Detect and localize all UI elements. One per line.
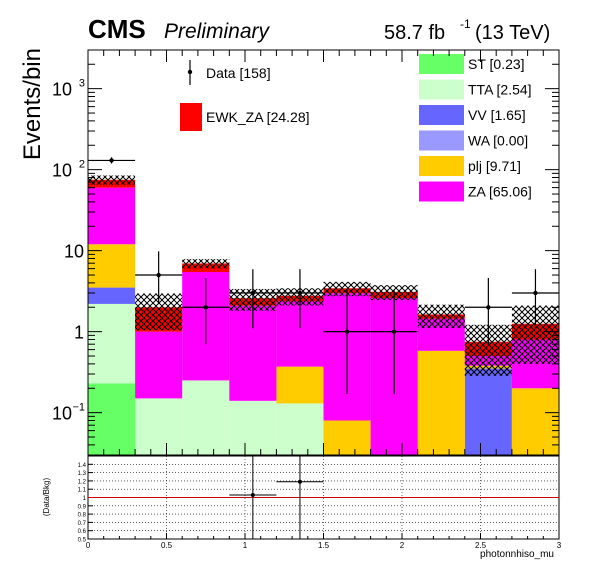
- bar-tta-bin-1: [135, 398, 183, 455]
- data-point-4: [297, 290, 303, 296]
- legend-swatch-vv: [419, 105, 464, 125]
- y-tick-exp-4: 3: [79, 78, 85, 90]
- bar-tta-bin-4: [276, 403, 324, 455]
- bar-tta-bin-0: [88, 303, 136, 384]
- experiment-label: CMS: [88, 14, 146, 44]
- data-point-8: [486, 305, 491, 310]
- bar-plj-bin-9: [511, 388, 559, 455]
- legend-data-marker: [187, 69, 193, 75]
- bar-za-bin-0: [88, 187, 136, 245]
- uncertainty-bin-5: [323, 281, 371, 297]
- ratio-y-label-2: 0.7: [78, 521, 87, 527]
- energy-label: (13 TeV): [475, 22, 550, 44]
- y-axis-title: Events/bin: [19, 48, 46, 160]
- bar-za-bin-1: [135, 331, 183, 399]
- y-tick-label-2: 10: [64, 242, 84, 262]
- legend-swatch-za: [419, 181, 464, 202]
- y-tick-label-0: 10: [52, 404, 72, 424]
- ratio-y-label-6: 1.1: [78, 488, 87, 494]
- bar-tta-bin-3: [229, 400, 277, 455]
- ratio-x-label-4: 2: [400, 541, 405, 550]
- legend-label-plj: plj [9.71]: [468, 158, 521, 174]
- legend-label-wa: WA [0.00]: [468, 133, 528, 149]
- ratio-point-0: [250, 493, 255, 498]
- bar-tta-bin-2: [182, 380, 230, 455]
- bar-plj-bin-0: [88, 244, 136, 288]
- legend-swatch-wa: [419, 130, 464, 151]
- data-point-2: [203, 305, 208, 310]
- uncertainty-bin-7: [417, 304, 465, 329]
- y-tick-exp-3: 2: [79, 159, 85, 171]
- data-point-9: [533, 290, 538, 296]
- legend-label-za: ZA [65.06]: [468, 184, 532, 200]
- legend-label-vv: VV [1.65]: [468, 107, 526, 123]
- ratio-x-label-5: 2.5: [475, 541, 487, 550]
- uncertainty-bin-0: [88, 175, 136, 185]
- ratio-y-label-7: 1.2: [78, 479, 87, 485]
- legend: Data [158] EWK_ZA [24.28] ST [0.23] TTA [2.…: [180, 54, 532, 202]
- ratio-y-title: (Data/Bkg): [42, 478, 51, 517]
- bar-vv-bin-8: [464, 368, 512, 455]
- ratio-x-label-1: 0.5: [161, 541, 173, 550]
- lumi-exponent: -1: [460, 17, 471, 31]
- y-tick-exp-0: −1: [72, 402, 85, 414]
- ratio-point-1: [297, 479, 302, 484]
- bar-plj-bin-4: [276, 366, 324, 404]
- ratio-panel: 0.50.60.70.80.911.11.21.31.40 0.5 1 1.5 2 2.5…: [78, 456, 562, 550]
- data-points: [88, 157, 559, 394]
- data-point-5: [344, 329, 350, 334]
- ratio-y-label-3: 0.8: [78, 513, 87, 519]
- legend-swatch-tta: [419, 79, 464, 100]
- ratio-x-label-3: 1.5: [318, 541, 330, 550]
- legend-swatch-st: [419, 54, 464, 74]
- y-tick-label-4: 10: [52, 80, 72, 100]
- ratio-y-label-5: 1: [83, 496, 87, 502]
- stack-bars: [88, 179, 559, 455]
- legend-label-tta: TTA [2.54]: [468, 82, 532, 98]
- y-tick-label-3: 10: [52, 161, 72, 181]
- legend-swatch-plj: [419, 156, 464, 176]
- legend-ewk-za-label: EWK_ZA [24.28]: [206, 109, 310, 125]
- ratio-x-label-2: 1: [243, 541, 248, 550]
- ratio-y-label-9: 1.4: [78, 463, 87, 469]
- ratio-y-label-0: 0.5: [78, 538, 87, 544]
- y-tick-label-1: 1: [74, 323, 84, 343]
- uncertainty-bin-2: [182, 259, 230, 269]
- uncertainty-band: [88, 175, 559, 376]
- ratio-x-label-6: 3: [557, 541, 562, 550]
- legend-label-st: ST [0.23]: [468, 56, 525, 72]
- data-point-0: [109, 158, 114, 163]
- status-label: Preliminary: [164, 20, 271, 43]
- legend-ewk-za-swatch: [180, 103, 202, 131]
- ratio-x-label-0: 0: [86, 541, 91, 550]
- data-point-6: [391, 329, 397, 334]
- ratio-y-label-1: 0.6: [78, 529, 87, 535]
- lumi-value: 58.7 fb: [384, 22, 445, 44]
- bar-vv-bin-0: [88, 287, 136, 304]
- bar-st-bin-0: [88, 383, 136, 455]
- x-axis-title: photonnhiso_mu: [480, 549, 554, 560]
- legend-data-label: Data [158]: [206, 65, 271, 81]
- ratio-y-label-4: 0.9: [78, 504, 87, 510]
- data-point-1: [156, 272, 161, 278]
- ratio-y-label-8: 1.3: [78, 471, 87, 477]
- data-point-3: [250, 290, 256, 296]
- bar-plj-bin-5: [323, 420, 371, 455]
- bar-plj-bin-7: [417, 350, 465, 455]
